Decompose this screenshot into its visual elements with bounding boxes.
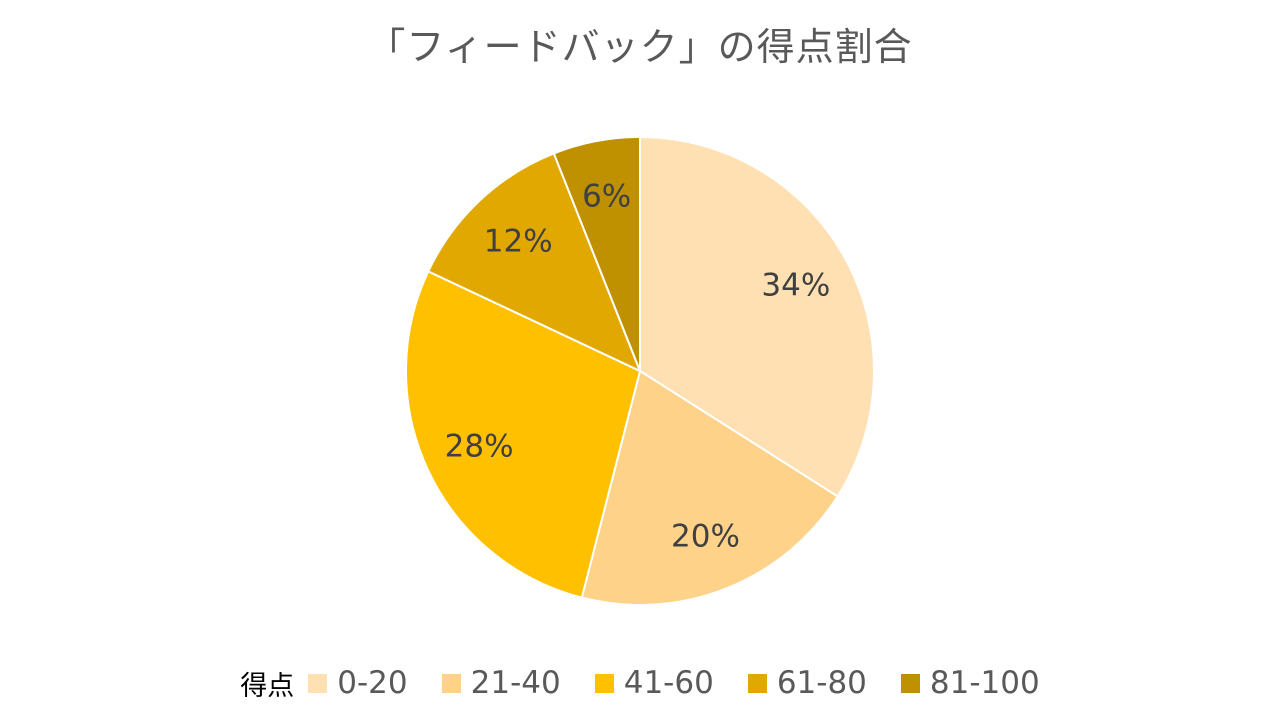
pie-slice-21-40 — [580, 369, 839, 606]
legend-label: 81-100 — [929, 665, 1040, 701]
pie-slice-81-100 — [552, 135, 641, 372]
legend-item-41-60: 41-60 — [594, 665, 714, 701]
data-label-61-80: 12% — [484, 223, 553, 259]
legend-item-0-20: 0-20 — [308, 665, 408, 701]
legend-swatch — [308, 673, 328, 693]
legend-item-61-80: 61-80 — [747, 665, 867, 701]
pie-slices — [405, 135, 875, 606]
legend-label: 0-20 — [337, 665, 408, 701]
pie-data-labels: 34% 20% 28% 12% 6% — [445, 178, 831, 554]
data-label-81-100: 6% — [582, 178, 631, 214]
legend-item-21-40: 21-40 — [441, 665, 561, 701]
chart-title: 「フィードバック」の得点割合 — [367, 25, 913, 69]
legend-label: 61-80 — [776, 665, 867, 701]
data-label-41-60: 28% — [445, 429, 514, 465]
legend: 得点 0-20 21-40 41-60 61-80 81-100 — [0, 660, 1280, 706]
data-label-21-40: 20% — [671, 518, 740, 554]
legend-item-81-100: 81-100 — [900, 665, 1040, 701]
data-label-0-20: 34% — [761, 267, 830, 303]
legend-swatch — [594, 673, 614, 693]
legend-swatch — [747, 673, 767, 693]
legend-label: 41-60 — [623, 665, 714, 701]
pie-slice-41-60 — [405, 270, 642, 599]
pie-slice-61-80 — [426, 152, 642, 373]
legend-label: 21-40 — [470, 665, 561, 701]
legend-swatch — [900, 673, 920, 693]
pie-slice-0-20 — [639, 135, 875, 498]
legend-swatch — [441, 673, 461, 693]
legend-title: 得点 — [240, 670, 295, 702]
